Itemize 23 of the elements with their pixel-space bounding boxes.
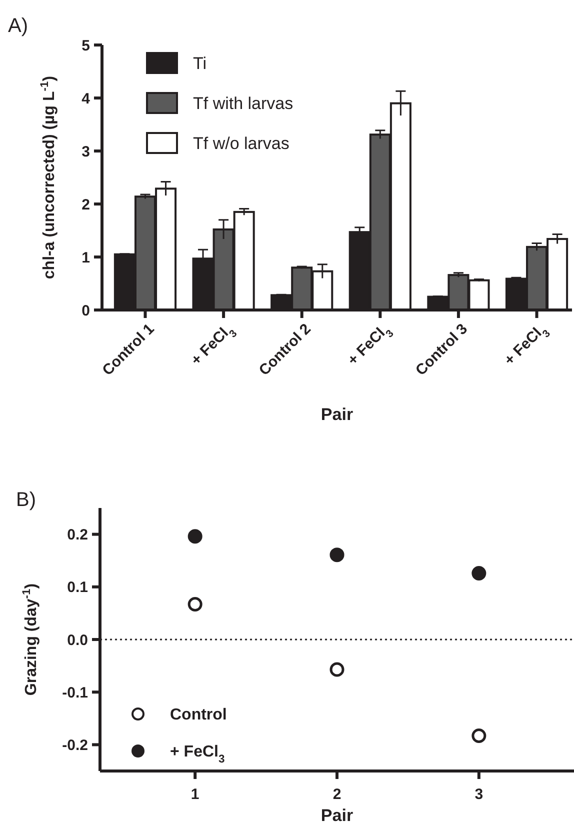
y-tick-label: 5 bbox=[82, 37, 90, 54]
y-tick-label: 0.2 bbox=[67, 526, 88, 544]
legend-label: Ti bbox=[193, 54, 207, 73]
legend-label: Tf with larvas bbox=[193, 94, 294, 113]
x-tick-label: 3 bbox=[474, 786, 484, 803]
y-tick-label: -0.1 bbox=[62, 684, 88, 702]
chart-title: A) bbox=[8, 15, 28, 37]
x-tick-label: 1 bbox=[190, 786, 200, 803]
y-tick-label: 0 bbox=[82, 302, 90, 320]
y-tick-label: 3 bbox=[82, 143, 90, 160]
legend-label: Control bbox=[170, 706, 227, 724]
y-tick-label: 2 bbox=[82, 196, 90, 214]
y-tick-label: 0.1 bbox=[67, 579, 88, 596]
legend-label: Tf w/o larvas bbox=[193, 134, 290, 153]
x-axis-title: Pair bbox=[320, 806, 354, 825]
legend-label: + FeCl$_{3}$ bbox=[170, 744, 225, 766]
x-tick-label: 2 bbox=[332, 786, 342, 803]
y-tick-label: 0.0 bbox=[67, 632, 88, 649]
y-tick-label: 1 bbox=[82, 249, 90, 266]
y-tick-label: 4 bbox=[82, 90, 91, 108]
x-axis-title: Pair bbox=[320, 405, 354, 424]
y-tick-label: -0.2 bbox=[62, 736, 88, 754]
chart-title: B) bbox=[16, 489, 36, 511]
